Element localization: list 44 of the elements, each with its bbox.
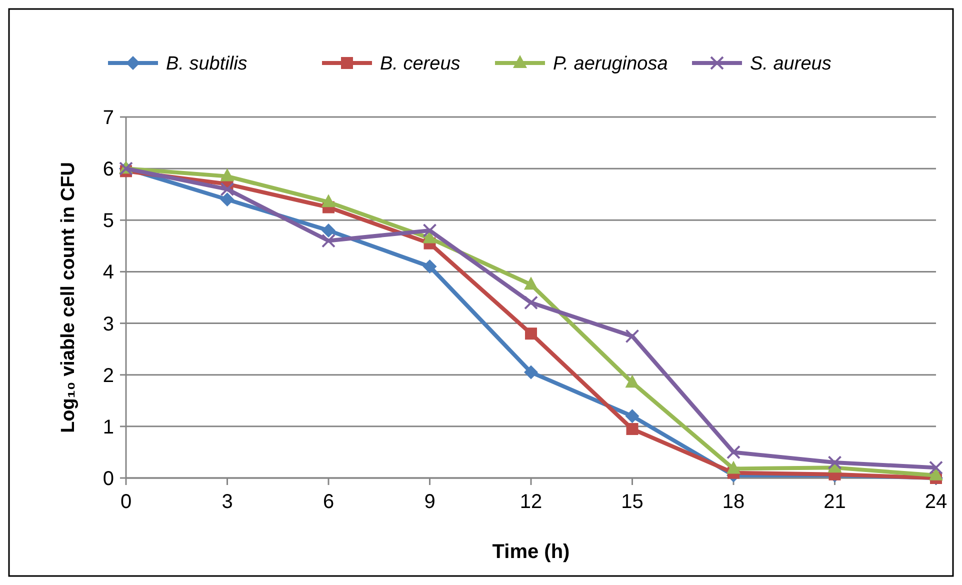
point [422,223,437,238]
x-tick-label: 15 [621,491,644,513]
point [524,276,538,290]
point [220,168,234,182]
y-tick-label: 4 [102,262,114,284]
x-tick-label: 12 [520,491,542,513]
y-tick-label: 7 [102,107,114,129]
y-tick-label: 0 [102,468,114,490]
point [626,423,638,436]
legend-label: B. subtilis [166,54,248,75]
legend-label: P. aeruginosa [553,54,668,75]
point [726,460,740,474]
point [322,234,336,248]
point [525,328,537,340]
x-tick-label: 9 [424,491,436,513]
x-axis-title: Time (h) [492,541,570,563]
point [322,223,336,238]
x-tick-label: 18 [722,491,745,513]
point [726,445,740,460]
point [322,194,336,208]
y-tick-label: 3 [102,313,114,336]
y-tick-label: 6 [102,158,114,181]
x-tick-label: 0 [120,491,132,513]
point [220,192,234,207]
y-tick-label: 1 [102,416,114,438]
x-tick-label: 3 [222,491,233,513]
point [220,182,234,196]
point [422,260,437,274]
x-tick-label: 24 [924,491,948,513]
point [625,409,640,424]
point [929,460,943,475]
x-tick-label: 21 [824,491,846,513]
legend-label: S. aureus [750,54,832,75]
y-axis-title: Log₁₀ viable cell count in CFU [58,162,79,433]
point [524,296,538,310]
point [828,456,842,470]
point [524,365,538,380]
point [625,374,640,388]
legend-label: B. cereus [380,54,461,75]
point [929,467,943,480]
y-tick-label: 2 [102,364,114,387]
x-tick-label: 6 [322,491,334,513]
point [625,329,640,344]
y-tick-label: 5 [102,210,114,232]
